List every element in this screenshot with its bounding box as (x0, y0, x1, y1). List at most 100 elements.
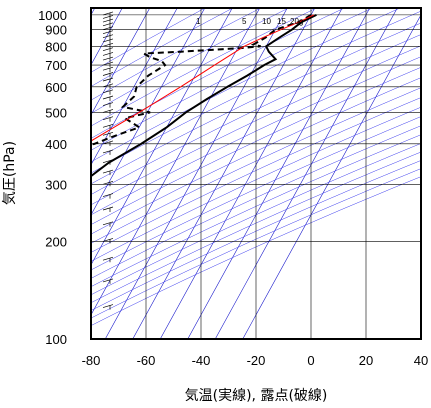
adiabat-line (91, 8, 206, 73)
mixing-ratio-label: 15 (277, 17, 286, 26)
wind-barb (102, 131, 114, 138)
adiabat-line (91, 8, 345, 139)
y-tick-label: 800 (45, 39, 67, 54)
isotherm-line (242, 14, 421, 339)
wind-barb (102, 72, 114, 78)
pressure-gridlines (90, 8, 422, 340)
wind-barb (102, 89, 114, 95)
adiabat-line (91, 22, 421, 185)
adiabat-line (91, 8, 373, 151)
wind-barb (102, 66, 114, 73)
mixing-ratio-label: 20g (290, 17, 303, 26)
wind-barb (102, 238, 114, 244)
adiabat-line (91, 134, 421, 287)
x-tick-label: 20 (359, 353, 373, 368)
wind-barb (102, 180, 114, 187)
y-tick-label: 300 (45, 177, 67, 192)
isotherm-lines (91, 8, 421, 339)
x-tick-label: 0 (307, 353, 314, 368)
mixing-ratio-labels: 1 5 10 15 20g (196, 17, 303, 26)
y-tick-label: 100 (45, 332, 67, 347)
temperature-line (91, 13, 317, 178)
adiabat-line (91, 160, 421, 311)
wind-barb (102, 278, 114, 284)
adiabat-line (91, 106, 421, 262)
adiabat-line (91, 8, 317, 127)
wind-barb (102, 123, 114, 130)
wind-barbs (102, 11, 114, 310)
parcel-line (91, 14, 315, 142)
y-tick-label: 500 (45, 105, 67, 120)
x-tick-label: -80 (82, 353, 101, 368)
adiabat-line (91, 45, 421, 206)
wind-barb (102, 38, 114, 44)
adiabat-line (91, 8, 234, 87)
wind-barb (102, 56, 114, 63)
mixing-ratio-label: 10 (262, 17, 271, 26)
y-tick-label: 600 (45, 80, 67, 95)
adiabat-line (91, 8, 289, 114)
y-tick-label: 900 (45, 23, 67, 38)
isotherm-line (187, 8, 371, 339)
wind-barb (102, 149, 114, 155)
y-tick-label: 700 (45, 58, 67, 73)
wind-barb (102, 140, 114, 146)
wind-barb (102, 52, 114, 58)
wind-barb (102, 193, 114, 199)
adiabat-line (91, 87, 421, 244)
wind-barb (102, 77, 114, 83)
wind-barb (102, 304, 114, 310)
x-tick-label: -20 (247, 353, 266, 368)
adiabat-line (91, 143, 421, 296)
plot-frame (90, 7, 422, 340)
mixing-ratio-label: 1 (196, 17, 201, 26)
adiabat-line (91, 10, 421, 174)
wind-barb (102, 109, 114, 115)
isotherm-line (91, 8, 261, 316)
x-axis-title: 気温(実線), 露点(破線) (185, 388, 328, 404)
y-tick-label: 1000 (38, 8, 67, 23)
wind-barb (102, 22, 114, 28)
adiabat-line (91, 116, 421, 271)
y-axis-title: 気圧(hPa) (2, 141, 18, 205)
adiabat-line (91, 34, 421, 195)
wind-barb (102, 206, 114, 212)
wind-barb (102, 47, 114, 53)
x-tick-label: -60 (137, 353, 156, 368)
x-tick-labels: -80 -60 -40 -20 0 20 40 (82, 353, 429, 368)
isotherm-line (91, 8, 151, 116)
x-tick-label: 40 (414, 353, 428, 368)
wind-barb (102, 221, 114, 227)
adiabat-line (91, 176, 421, 326)
isotherm-line (91, 8, 233, 266)
adiabat-line (91, 168, 421, 319)
adiabat-line (91, 151, 421, 304)
x-tick-label: -40 (192, 353, 211, 368)
wind-barb (102, 169, 114, 176)
wind-barb (102, 116, 114, 122)
isotherm-line (132, 8, 316, 339)
isotherm-line (104, 8, 288, 339)
sounding-profiles (91, 13, 317, 178)
wind-barb (102, 95, 114, 101)
adiabat-line (91, 67, 421, 225)
isotherm-line (91, 8, 178, 166)
adiabat-lines (91, 8, 421, 326)
wind-barb (102, 34, 114, 40)
isotherm-line (91, 8, 206, 216)
wind-barb (102, 26, 114, 32)
adiabat-line (91, 8, 401, 163)
adiabat-line (91, 97, 421, 253)
isotherm-line (159, 8, 343, 339)
wind-barb (102, 30, 114, 36)
adiabat-line (91, 56, 421, 216)
wind-barb (102, 42, 114, 49)
wind-barb (102, 256, 114, 263)
dewpoint-line (91, 14, 312, 146)
adiabat-line (91, 125, 421, 279)
y-tick-label: 200 (45, 234, 67, 249)
wind-barb (102, 61, 114, 68)
isotherm-line (214, 8, 398, 339)
